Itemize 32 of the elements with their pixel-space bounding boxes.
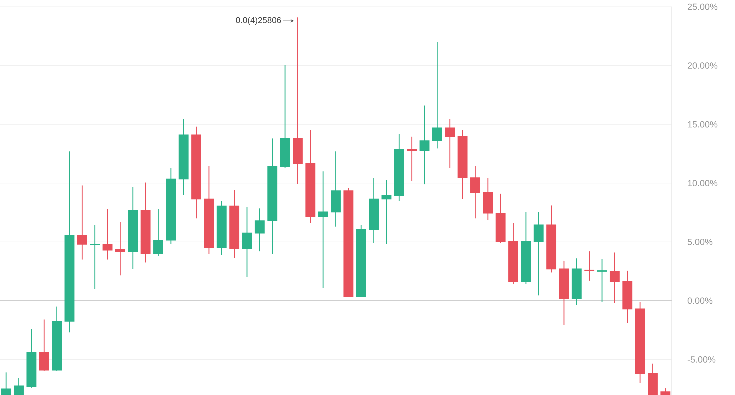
candlestick [331, 151, 341, 228]
candlestick [77, 185, 88, 260]
y-tick-label: 5.00% [688, 238, 713, 246]
y-tick-label: 0.00% [688, 298, 713, 304]
candlestick [648, 363, 658, 395]
candlestick [610, 252, 620, 304]
y-tick-label: 10.00% [688, 180, 718, 187]
candlestick [382, 180, 392, 245]
candlestick [534, 212, 544, 296]
candlestick [470, 166, 480, 220]
y-tick-label: -5.00% [688, 356, 716, 363]
candlestick [432, 42, 442, 150]
candlestick [407, 136, 418, 182]
candlestick [39, 319, 50, 372]
annotation: 0.0(4)25806 [236, 17, 282, 26]
candlestick [483, 178, 494, 221]
candlestick [90, 224, 100, 290]
candlestick [14, 378, 24, 395]
candlestick [115, 222, 126, 276]
candlestick [102, 208, 113, 260]
candlestick [1, 372, 12, 395]
candlestick [584, 251, 595, 282]
candlestick [318, 171, 328, 288]
candlestick [597, 258, 608, 303]
y-tick-label: 20.00% [688, 62, 718, 69]
candlestick [420, 105, 430, 185]
y-tick-label: 25.00% [688, 4, 718, 10]
candlestick [154, 208, 164, 257]
candlestick [242, 207, 252, 278]
y-tick-label: 15.00% [688, 121, 718, 128]
candlestick [445, 118, 456, 169]
candlestick [254, 208, 265, 252]
